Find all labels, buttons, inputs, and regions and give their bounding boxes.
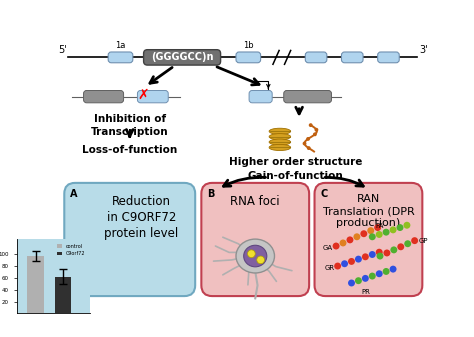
Text: 5': 5' — [58, 45, 66, 55]
FancyBboxPatch shape — [83, 91, 124, 103]
FancyBboxPatch shape — [378, 52, 399, 63]
FancyBboxPatch shape — [236, 52, 261, 63]
Text: PR: PR — [361, 289, 370, 295]
Circle shape — [362, 253, 369, 260]
Circle shape — [348, 258, 355, 265]
FancyBboxPatch shape — [64, 183, 195, 296]
Circle shape — [411, 237, 418, 244]
FancyBboxPatch shape — [201, 183, 309, 296]
Text: GA: GA — [323, 245, 333, 251]
FancyBboxPatch shape — [144, 50, 220, 65]
Circle shape — [355, 277, 362, 284]
Text: 1a: 1a — [115, 41, 126, 50]
FancyBboxPatch shape — [108, 52, 133, 63]
Ellipse shape — [244, 245, 267, 267]
Circle shape — [403, 222, 410, 229]
FancyBboxPatch shape — [249, 91, 272, 103]
Ellipse shape — [269, 133, 291, 140]
Circle shape — [313, 132, 317, 136]
Circle shape — [383, 268, 390, 275]
Text: A: A — [71, 189, 78, 199]
FancyBboxPatch shape — [315, 183, 422, 296]
Bar — [27, 256, 44, 313]
Circle shape — [314, 128, 319, 132]
Circle shape — [333, 243, 339, 249]
Circle shape — [369, 251, 376, 258]
FancyBboxPatch shape — [284, 91, 331, 103]
Text: ✗: ✗ — [137, 88, 149, 102]
Text: GR: GR — [324, 265, 335, 271]
Circle shape — [354, 233, 360, 240]
Circle shape — [334, 263, 341, 270]
Circle shape — [362, 275, 369, 282]
Circle shape — [376, 252, 383, 259]
Circle shape — [369, 273, 376, 279]
Circle shape — [346, 236, 354, 243]
Text: Gain-of-function: Gain-of-function — [247, 171, 343, 181]
Text: Loss-of-function: Loss-of-function — [82, 145, 177, 155]
Circle shape — [341, 260, 348, 267]
Circle shape — [376, 270, 383, 277]
Circle shape — [390, 226, 397, 233]
Circle shape — [355, 256, 362, 263]
Text: RAN
Translation (DPR
production): RAN Translation (DPR production) — [323, 194, 414, 228]
Text: 1b: 1b — [243, 41, 254, 50]
Text: Inhibition of
Transcription: Inhibition of Transcription — [91, 114, 169, 137]
Circle shape — [306, 137, 310, 141]
Text: Reduction
in C9ORF72
protein level: Reduction in C9ORF72 protein level — [104, 195, 178, 240]
Circle shape — [374, 224, 381, 231]
Ellipse shape — [236, 239, 274, 273]
Ellipse shape — [269, 128, 291, 134]
Text: Higher order structure: Higher order structure — [228, 157, 362, 167]
Ellipse shape — [269, 144, 291, 151]
Circle shape — [307, 146, 310, 150]
Circle shape — [391, 246, 397, 253]
Bar — [55, 277, 71, 313]
Circle shape — [360, 230, 367, 237]
Text: C: C — [321, 189, 328, 199]
Text: RNA foci: RNA foci — [230, 195, 280, 208]
FancyBboxPatch shape — [341, 52, 363, 63]
Circle shape — [257, 256, 264, 264]
Circle shape — [397, 224, 403, 231]
Circle shape — [348, 279, 355, 286]
FancyBboxPatch shape — [305, 52, 327, 63]
Text: GP: GP — [419, 238, 428, 244]
Circle shape — [383, 229, 390, 236]
Legend: control, C9orf72: control, C9orf72 — [55, 242, 88, 258]
Circle shape — [390, 266, 397, 273]
Circle shape — [247, 250, 255, 257]
Circle shape — [404, 240, 411, 247]
Ellipse shape — [269, 139, 291, 145]
FancyBboxPatch shape — [137, 91, 168, 103]
Circle shape — [376, 231, 383, 238]
Text: 3': 3' — [419, 45, 428, 55]
Circle shape — [383, 249, 391, 256]
Text: (GGGGCC)n: (GGGGCC)n — [151, 52, 213, 62]
Circle shape — [397, 243, 404, 250]
Circle shape — [376, 249, 383, 256]
Circle shape — [339, 240, 346, 246]
Circle shape — [309, 123, 313, 127]
Circle shape — [367, 227, 374, 234]
Text: B: B — [208, 189, 215, 199]
Circle shape — [302, 142, 307, 146]
Circle shape — [369, 233, 376, 240]
Text: PA: PA — [375, 223, 383, 229]
